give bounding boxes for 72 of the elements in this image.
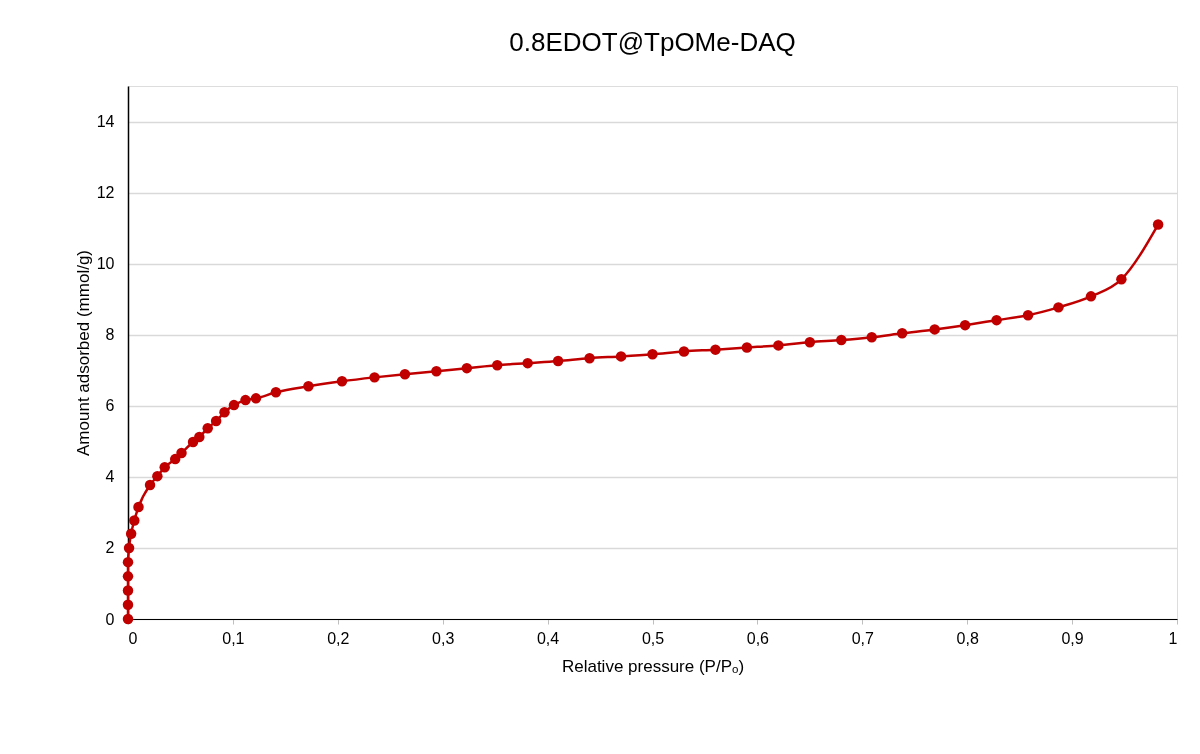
point xyxy=(804,336,816,348)
point xyxy=(202,422,213,434)
y-tick-label: 6 xyxy=(105,397,115,415)
point xyxy=(336,376,348,387)
x-tick-label: 0,2 xyxy=(327,629,350,647)
point xyxy=(959,319,971,331)
point xyxy=(1116,274,1127,285)
x-tick-label: 0,9 xyxy=(1061,629,1084,647)
point xyxy=(122,585,134,596)
chart-title: 0.8EDOT@TpOMe-DAQ xyxy=(509,27,796,57)
point xyxy=(210,415,222,427)
x-tick-label: 0,1 xyxy=(222,629,245,647)
point xyxy=(194,431,205,443)
point xyxy=(552,355,564,367)
y-axis-title: Amount adsorbed (mmol/g) xyxy=(73,250,93,456)
point xyxy=(369,372,380,383)
point xyxy=(159,462,170,473)
point xyxy=(584,352,595,364)
x-tick-label: 0,8 xyxy=(956,629,979,647)
point xyxy=(240,394,251,406)
point xyxy=(144,479,156,491)
point xyxy=(176,447,187,459)
point xyxy=(1085,291,1097,302)
y-tick-label: 10 xyxy=(96,255,115,273)
point xyxy=(122,571,134,582)
y-tick-label: 2 xyxy=(105,539,115,557)
y-tick-label: 14 xyxy=(96,113,115,131)
point xyxy=(219,406,230,418)
point xyxy=(896,328,908,339)
point xyxy=(991,314,1002,326)
point xyxy=(1053,302,1064,313)
point xyxy=(461,362,473,374)
point xyxy=(522,357,533,369)
point xyxy=(492,360,503,371)
y-tick-label: 4 xyxy=(105,468,115,486)
point xyxy=(123,542,135,554)
point xyxy=(615,351,627,362)
point xyxy=(710,344,721,355)
point xyxy=(169,453,181,465)
point xyxy=(122,599,134,611)
point xyxy=(250,393,262,404)
x-tick-label: 0,6 xyxy=(746,629,770,647)
point xyxy=(122,556,134,568)
x-tick-label: 0,5 xyxy=(641,629,665,647)
point xyxy=(773,340,784,351)
x-tick-label: 0,7 xyxy=(851,629,875,647)
point xyxy=(122,613,134,625)
point xyxy=(303,381,314,392)
point xyxy=(866,331,877,343)
y-tick-label: 12 xyxy=(96,184,115,202)
x-tick-label: 0,4 xyxy=(536,629,560,647)
x-tick-label: 1 xyxy=(1168,629,1178,647)
point xyxy=(228,399,240,411)
y-tick-label: 8 xyxy=(105,326,115,344)
point xyxy=(129,515,140,526)
point xyxy=(647,349,658,360)
point xyxy=(929,324,940,335)
point xyxy=(152,470,163,482)
point xyxy=(133,501,144,513)
point xyxy=(125,528,137,539)
point xyxy=(1152,219,1164,230)
y-tick-label: 0 xyxy=(105,610,115,628)
x-axis-title: Relative pressure (P/Pₒ) xyxy=(561,656,745,676)
point xyxy=(270,387,282,398)
point xyxy=(836,334,847,346)
point xyxy=(741,342,753,353)
x-tick-label: 0,3 xyxy=(432,629,455,647)
point xyxy=(1022,309,1034,321)
point xyxy=(431,366,442,377)
point xyxy=(678,346,690,357)
x-tick-label: 0 xyxy=(128,629,138,647)
point xyxy=(399,368,411,380)
